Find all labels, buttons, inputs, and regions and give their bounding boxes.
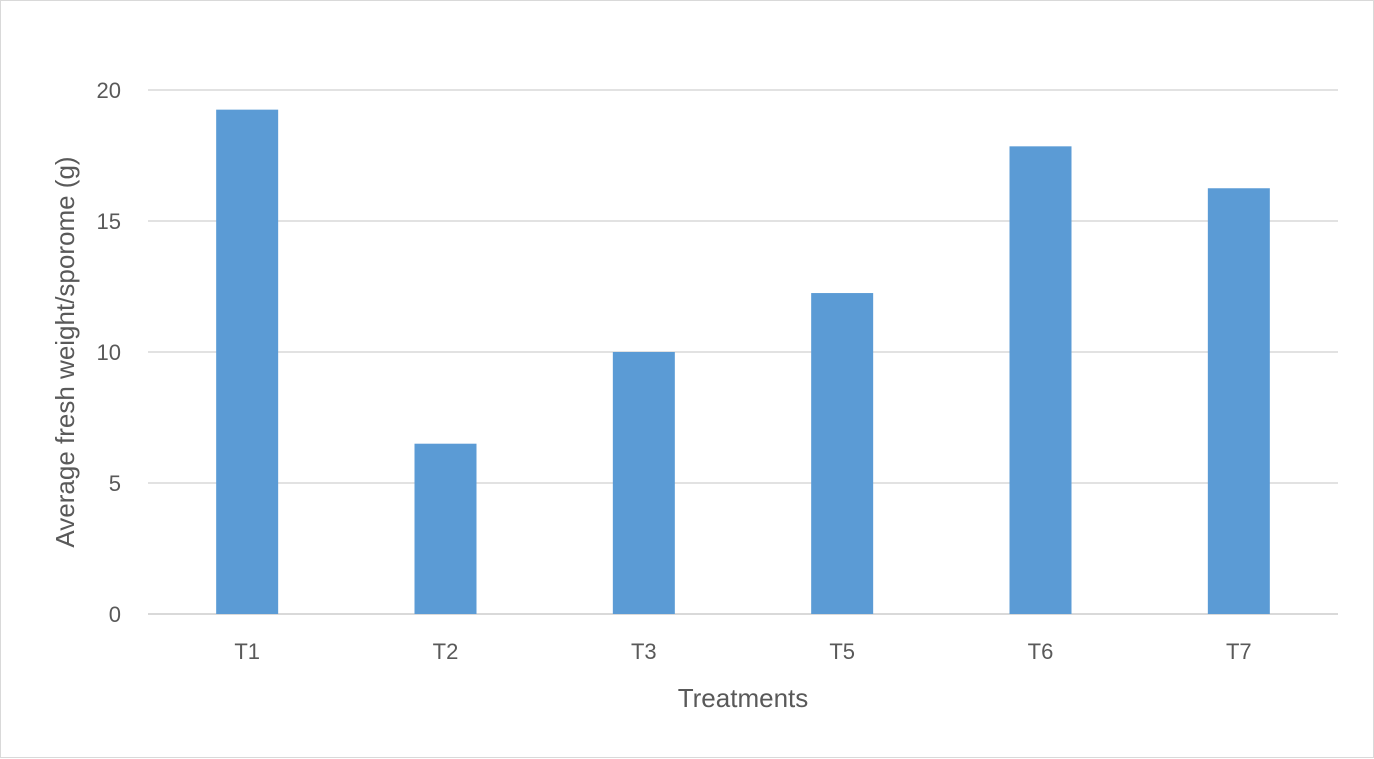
x-axis-title: Treatments	[678, 683, 809, 713]
x-tick-label: T3	[631, 639, 657, 664]
bar-t6	[1009, 146, 1072, 614]
bar-t7	[1207, 188, 1270, 614]
y-axis-title: Average fresh weight/sporome (g)	[50, 156, 80, 547]
bar-t3	[612, 352, 675, 614]
x-tick-label: T5	[829, 639, 855, 664]
x-tick-labels: T1 T2 T3 T5 T6 T7	[234, 639, 1251, 664]
y-tick-label: 20	[97, 78, 121, 103]
bar-t1	[216, 109, 279, 615]
x-tick-label: T7	[1226, 639, 1252, 664]
x-tick-label: T2	[433, 639, 459, 664]
x-tick-label: T6	[1028, 639, 1054, 664]
y-tick-label: 10	[97, 340, 121, 365]
y-tick-label: 15	[97, 209, 121, 234]
y-tick-label: 0	[109, 602, 121, 627]
gridlines	[148, 89, 1338, 615]
y-tick-label: 5	[109, 471, 121, 496]
bar-t2	[414, 443, 477, 614]
y-tick-labels: 0 5 10 15 20	[97, 78, 121, 627]
bars	[216, 109, 1270, 615]
bar-t5	[811, 293, 874, 614]
x-tick-label: T1	[234, 639, 260, 664]
